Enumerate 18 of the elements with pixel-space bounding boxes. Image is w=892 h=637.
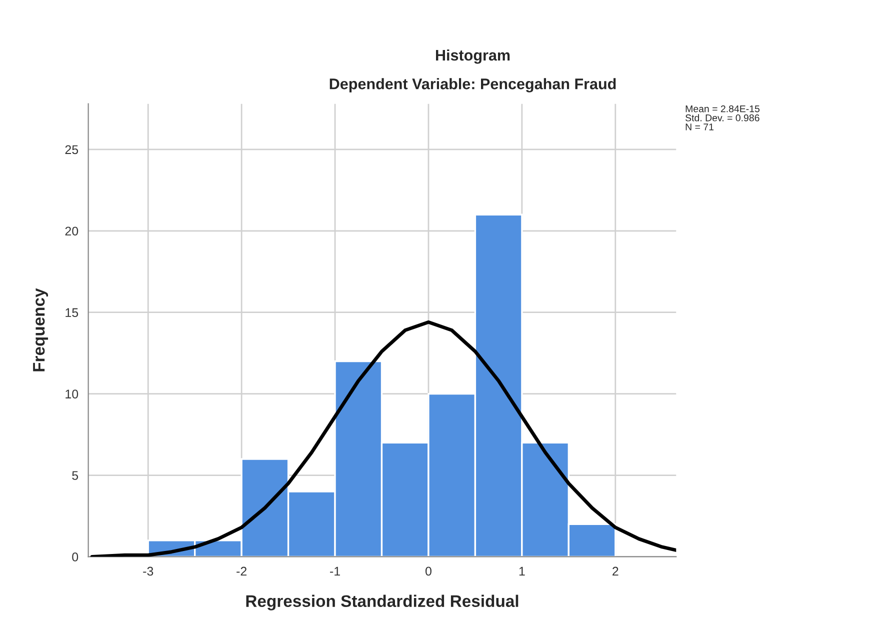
y-tick-label: 0 [72,552,78,562]
x-tick-label: 1 [519,566,525,576]
text: Mean = 2.84E-15 Std. Dev. = 0.986 N = 71 [686,105,760,130]
y-tick-label: 10 [66,390,78,398]
x-axis-title: Regression Standardized Residual [246,594,518,610]
chart-subtitle: Dependent Variable: Pencegahan Fraud [330,78,616,92]
x-tick-label: 0 [425,566,432,576]
x-tick-label: -1 [330,566,340,576]
y-tick-label: 15 [66,308,78,318]
x-tick-label: 2 [612,566,618,576]
y-tick-label: 5 [72,471,78,480]
y-axis-title: Frequency [33,288,48,372]
y-tick-label: 25 [65,145,78,154]
x-tick-label: -2 [236,566,247,576]
x-tick-label: -3 [143,566,154,576]
chart-title: Histogram [436,49,510,64]
line-series [90,320,676,557]
y-tick-label: 20 [65,226,78,236]
